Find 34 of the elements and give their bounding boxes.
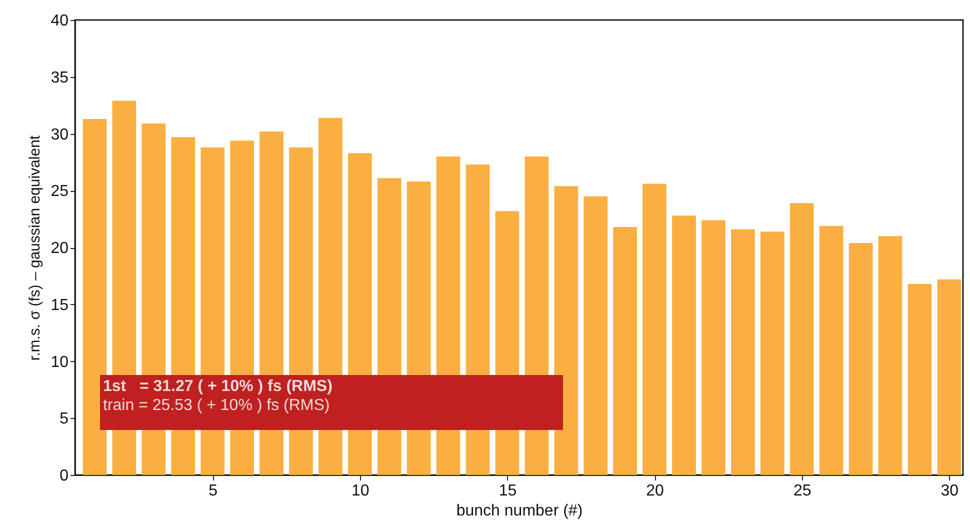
bar bbox=[584, 196, 608, 475]
bar bbox=[554, 186, 578, 475]
bar bbox=[937, 279, 962, 475]
bar bbox=[672, 216, 696, 475]
bar bbox=[642, 184, 666, 475]
bar bbox=[760, 232, 784, 475]
y-tick-label: 5 bbox=[60, 410, 69, 428]
y-tick-label: 15 bbox=[50, 296, 69, 314]
y-tick-label: 0 bbox=[60, 468, 69, 484]
x-tick-label: 10 bbox=[352, 482, 370, 500]
annotation: train = 25.53 ( + 10% ) fs (RMS) bbox=[103, 396, 331, 415]
bar bbox=[848, 242, 873, 475]
x-tick-label: 30 bbox=[940, 482, 959, 500]
x-tick-label: 25 bbox=[793, 482, 812, 500]
y-tick-label: 30 bbox=[50, 126, 69, 144]
bar bbox=[731, 229, 755, 475]
x-tick-label: 5 bbox=[208, 482, 218, 500]
label-box: 1st = 31.27 ( + 10% ) fs (RMS) train = 25.53 ( + 10% ) fs (RMS) bbox=[100, 375, 563, 430]
y-tick-label: 35 bbox=[50, 69, 69, 86]
y-tick-label: 20 bbox=[50, 240, 69, 257]
y-axis-title: r.m.s. σ (fs) – gaussian equivalent bbox=[26, 134, 44, 361]
bar bbox=[878, 236, 902, 475]
y-tick-label: 10 bbox=[50, 354, 69, 371]
x-axis-title: bunch number (#) bbox=[456, 502, 583, 520]
bar bbox=[790, 203, 814, 475]
x-tick-label: 20 bbox=[646, 482, 664, 500]
bar bbox=[908, 284, 932, 475]
y-tick-label: 40 bbox=[50, 12, 69, 30]
bar bbox=[819, 226, 844, 475]
x-tick-label: 15 bbox=[498, 482, 517, 500]
annotation: 1st = 31.27 ( + 10% ) fs (RMS) bbox=[103, 377, 334, 396]
bar bbox=[702, 220, 726, 475]
y-tick-label: 25 bbox=[50, 183, 69, 200]
bar bbox=[613, 227, 637, 475]
